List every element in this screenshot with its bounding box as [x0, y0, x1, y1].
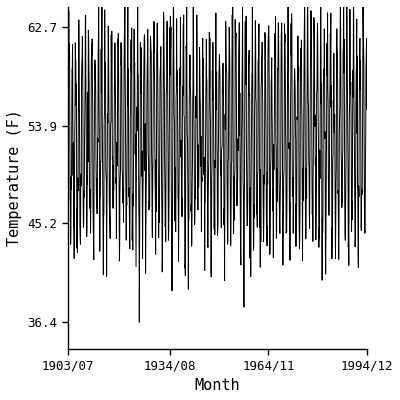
Y-axis label: Temperature (F): Temperature (F) [7, 110, 22, 246]
X-axis label: Month: Month [194, 378, 240, 393]
